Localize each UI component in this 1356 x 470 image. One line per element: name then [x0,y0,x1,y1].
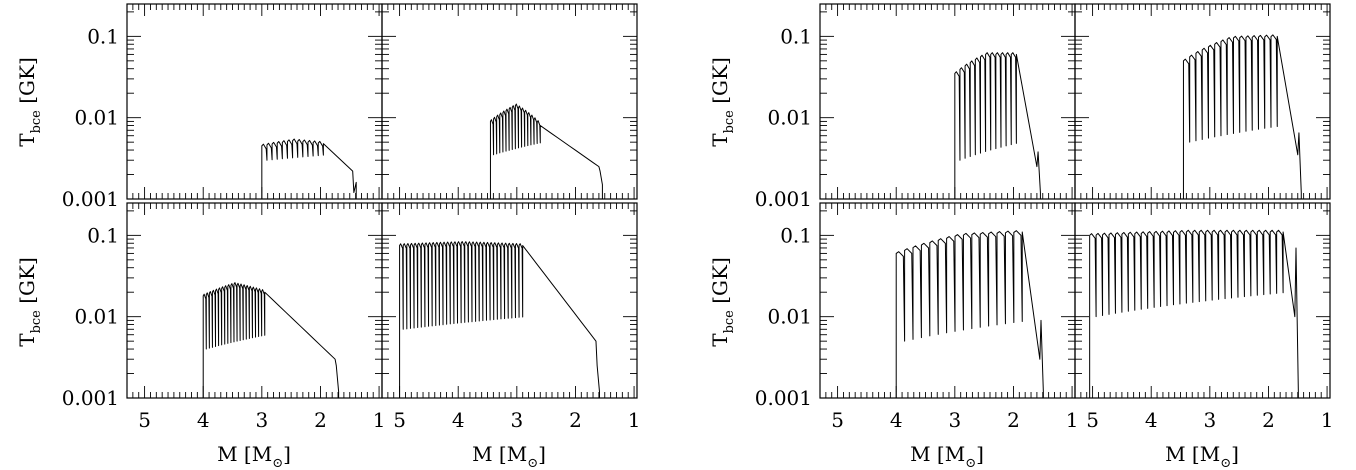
x-tick-label: 5 [393,408,406,432]
y-tick-label: 0.1 [87,223,119,247]
x-label-text: M [M [217,442,272,466]
y-label-symbol: T [708,333,732,347]
y-axis-label: Tbce [GK] [708,57,737,147]
x-tick-label: 5 [831,408,844,432]
x-tick-label: 3 [1203,408,1216,432]
y-axis-label-text: Tbce [GK] [708,57,737,147]
series-line [895,230,1044,398]
y-tick-label: 0.001 [62,187,119,211]
y-tick-label: 0.001 [755,187,812,211]
y-tick-label: 0.1 [780,223,812,247]
panel-frame [126,3,383,200]
series-line [399,241,600,398]
y-axis-label-text: Tbce [GK] [15,257,44,347]
panel-1 [126,3,383,200]
x-label-subscript: ⊙ [965,456,976,470]
panel-3 [819,3,1076,200]
y-tick-label: 0.01 [767,305,812,329]
panel-frame [819,202,1076,399]
x-tick-label: 4 [452,408,465,432]
y-label-unit: [GK] [15,57,39,110]
y-axis-label: Tbce [GK] [15,57,44,147]
y-label-symbol: T [708,133,732,147]
y-label-symbol: T [15,133,39,147]
y-axis-label: Tbce [GK] [708,257,737,347]
x-tick-label: 5 [138,408,151,432]
y-axis-label-text: Tbce [GK] [708,257,737,347]
series-line [489,103,603,199]
x-axis-label: M [M⊙] [217,442,291,470]
y-label-unit: [GK] [708,57,732,110]
panel-frame [1074,202,1331,399]
x-tick-label: 5 [1086,408,1099,432]
x-label-close: ] [1231,442,1239,466]
x-axis-label: M [M⊙] [910,442,984,470]
x-label-close: ] [976,442,984,466]
y-tick-label: 0.1 [87,24,119,48]
x-tick-label: 1 [1321,408,1334,432]
y-tick-label: 0.001 [62,386,119,410]
panel-frame [381,202,638,399]
x-tick-label: 2 [1262,408,1275,432]
series-line [202,282,340,398]
panel-2 [381,3,638,200]
x-tick-label: 2 [314,408,327,432]
x-axis-label: M [M⊙] [472,442,546,470]
x-tick-label: 3 [510,408,523,432]
y-tick-label: 0.1 [780,24,812,48]
x-tick-label: 4 [197,408,210,432]
y-tick-label: 0.01 [74,305,119,329]
x-tick-label: 2 [569,408,582,432]
panel-4 [1074,3,1331,200]
panel-8 [1074,202,1331,399]
panel-frame [126,202,383,399]
y-label-subscript: bce [29,110,44,134]
x-tick-label: 3 [255,408,268,432]
y-tick-label: 0.001 [755,386,812,410]
x-tick-label: 1 [628,408,641,432]
panel-6 [381,202,638,399]
panel-5 [126,202,383,399]
x-label-subscript: ⊙ [1220,456,1231,470]
x-label-text: M [M [1165,442,1220,466]
x-label-text: M [M [910,442,965,466]
series-line [261,138,357,199]
y-label-symbol: T [15,333,39,347]
series-line [1182,34,1302,199]
x-tick-label: 4 [890,408,903,432]
x-tick-label: 4 [1145,408,1158,432]
panel-frame [381,3,638,200]
y-label-subscript: bce [722,310,737,334]
y-axis-label: Tbce [GK] [15,257,44,347]
y-label-subscript: bce [722,110,737,134]
panel-frame [819,3,1076,200]
y-axis-label-text: Tbce [GK] [15,57,44,147]
y-tick-label: 0.01 [74,106,119,130]
x-label-close: ] [283,442,291,466]
series-line [1089,229,1299,398]
y-tick-label: 0.01 [767,106,812,130]
y-label-unit: [GK] [15,257,39,310]
x-label-text: M [M [472,442,527,466]
x-label-subscript: ⊙ [527,456,538,470]
x-label-subscript: ⊙ [272,456,283,470]
y-label-subscript: bce [29,310,44,334]
panel-7 [819,202,1076,399]
x-tick-label: 3 [948,408,961,432]
x-label-close: ] [538,442,546,466]
x-axis-label: M [M⊙] [1165,442,1239,470]
series-line [954,52,1041,199]
x-tick-label: 1 [373,408,386,432]
y-label-unit: [GK] [708,257,732,310]
panel-frame [1074,3,1331,200]
x-tick-label: 1 [1066,408,1079,432]
x-tick-label: 2 [1007,408,1020,432]
